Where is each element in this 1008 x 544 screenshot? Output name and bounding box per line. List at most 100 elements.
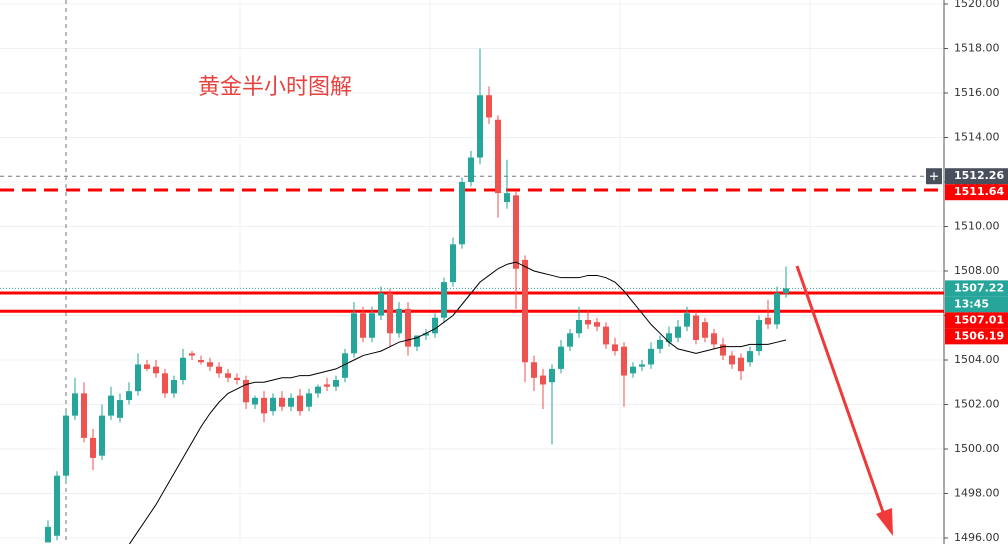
candle-body [198, 359, 204, 363]
candle-body [342, 353, 348, 378]
level-price-label-bg [945, 328, 1008, 345]
candle-body [603, 326, 609, 345]
candle-body [153, 366, 159, 374]
candle-body [99, 415, 105, 456]
candle-body [315, 386, 321, 394]
candle-body [630, 366, 636, 374]
candle-body [459, 182, 465, 245]
candle-body [135, 364, 141, 392]
candle-body [216, 366, 222, 374]
candle-body [261, 397, 267, 414]
y-tick-label: 1518.00 [954, 42, 1000, 55]
candle-body [351, 313, 357, 354]
candle-body [666, 333, 672, 343]
candle-body [243, 380, 249, 403]
candle-body [738, 357, 744, 372]
candle-body [657, 339, 663, 349]
candle-body [333, 380, 339, 387]
candle-body [432, 317, 438, 334]
candle-body [513, 195, 519, 269]
candle-body [567, 333, 573, 347]
last-price-label-bg [945, 280, 1008, 297]
candle-body [522, 259, 528, 363]
candle-body [144, 364, 150, 369]
last-price-label: 1507.22 [954, 281, 1004, 294]
candle-body [702, 322, 708, 338]
candle-body [765, 317, 771, 325]
candle-body [414, 335, 420, 347]
candle-body [648, 348, 654, 365]
crosshair-price-label-bg [945, 168, 1008, 185]
candle-body [324, 384, 330, 387]
candle-body [405, 308, 411, 347]
candle-body [783, 288, 789, 294]
level-price-label: 1511.64 [954, 185, 1004, 198]
candle-body [549, 368, 555, 383]
candle-body [423, 333, 429, 336]
candle-body [252, 397, 258, 405]
y-tick-label: 1514.00 [954, 131, 1000, 144]
candle-body [756, 319, 762, 352]
candle-body [63, 415, 69, 476]
candle-body [72, 393, 78, 416]
y-tick-label: 1516.00 [954, 86, 1000, 99]
candle-body [288, 397, 294, 407]
candle-body [495, 119, 501, 194]
plus-icon [930, 172, 938, 181]
candle-body [531, 362, 537, 378]
candle-body [297, 395, 303, 412]
candle-body [540, 375, 546, 385]
candle-body [90, 437, 96, 458]
y-tick-label: 1496.00 [954, 531, 1000, 544]
y-tick-label: 1498.00 [954, 486, 1000, 499]
candle-body [306, 393, 312, 407]
candle-body [207, 362, 213, 367]
candle-body [189, 353, 195, 356]
candle-body [576, 319, 582, 334]
candle-body [684, 313, 690, 327]
level-price-label-bg [945, 312, 1008, 329]
countdown-label-bg [945, 296, 1008, 313]
candle-body [639, 364, 645, 367]
y-tick-label: 1508.00 [954, 264, 1000, 277]
vertical-grid [239, 0, 811, 544]
y-tick-label: 1520.00 [954, 0, 1000, 10]
candle-body [747, 351, 753, 363]
candle-body [396, 308, 402, 334]
candle-body [171, 380, 177, 394]
candle-body [360, 313, 366, 338]
candle-body [612, 344, 618, 352]
candle-body [621, 346, 627, 376]
candle-body [774, 293, 780, 325]
y-tick-label: 1500.00 [954, 442, 1000, 455]
level-price-label-bg [945, 184, 1008, 201]
candle-body [585, 319, 591, 325]
candle-body [126, 391, 132, 401]
level-price-label: 1507.01 [954, 313, 1004, 326]
countdown-label: 13:45 [954, 297, 989, 310]
plot [0, 48, 944, 544]
candle-body [234, 377, 240, 381]
candle-body [108, 395, 114, 416]
candle-body [378, 293, 384, 316]
candle-body [54, 475, 60, 536]
candle-body [711, 333, 717, 345]
candle-body [279, 397, 285, 407]
candle-body [468, 157, 474, 183]
candle-body [270, 397, 276, 412]
moving-average [128, 261, 787, 544]
arrow-head [876, 508, 893, 536]
candle-body [117, 400, 123, 418]
candle-body [369, 313, 375, 338]
candle-body [477, 95, 483, 158]
candle-body [594, 322, 600, 327]
candle-body [180, 357, 186, 381]
candle-body [693, 315, 699, 340]
candle-body [162, 373, 168, 394]
candle-body [486, 95, 492, 118]
level-price-label: 1506.19 [954, 329, 1004, 342]
candle-body [720, 344, 726, 356]
y-tick-label: 1504.00 [954, 353, 1000, 366]
